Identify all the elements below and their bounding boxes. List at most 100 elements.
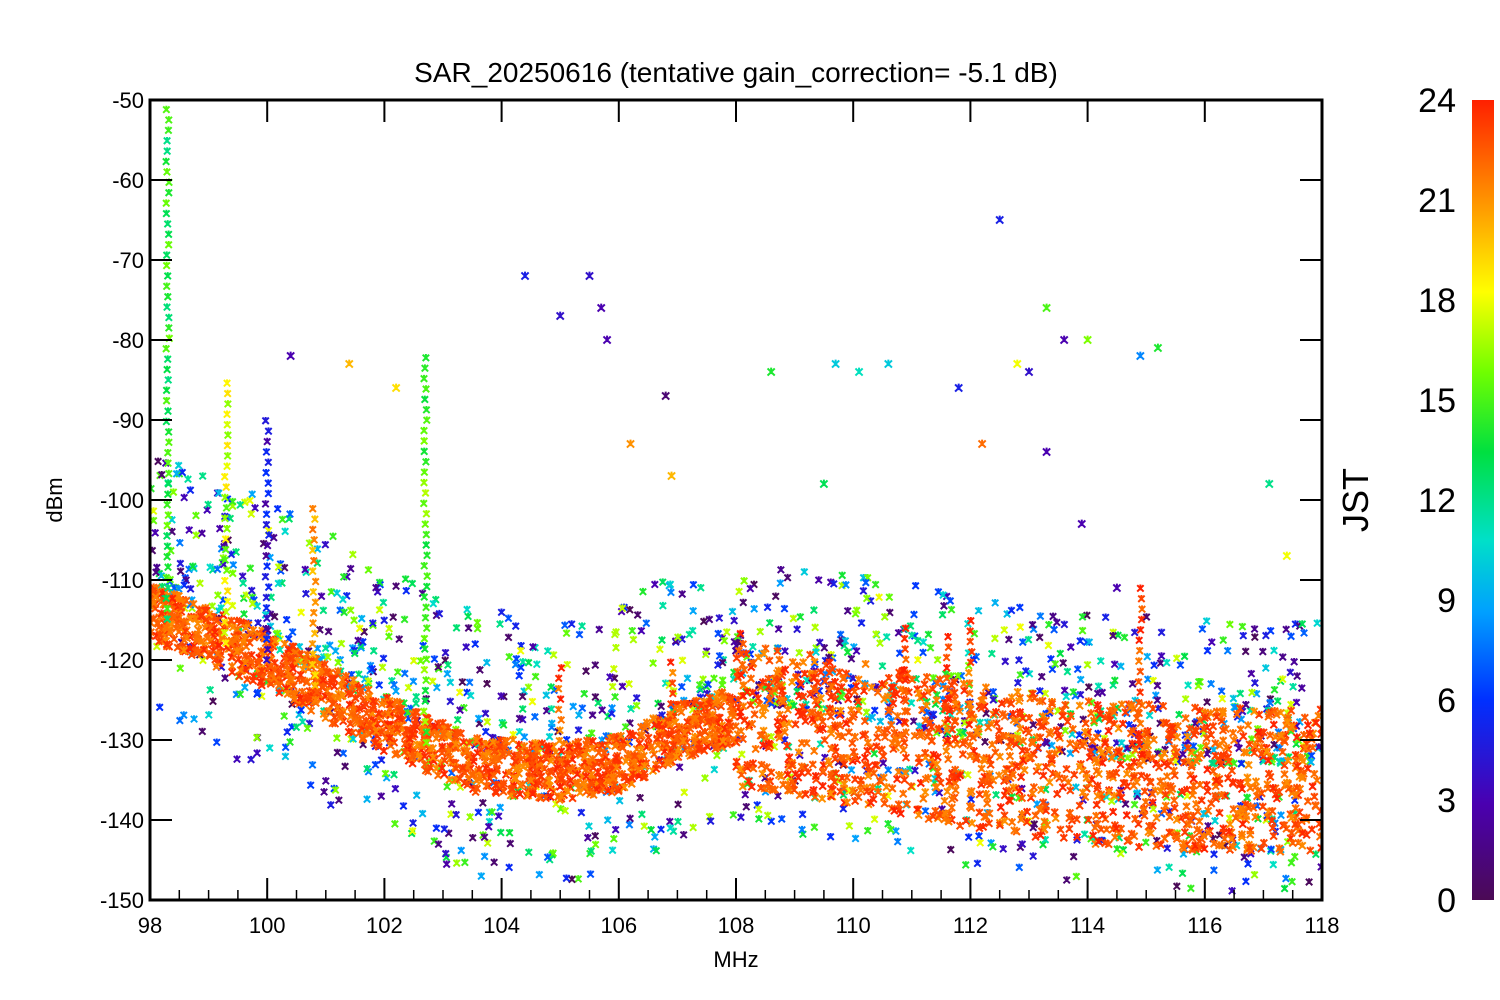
background-point <box>392 582 400 591</box>
background-point <box>1153 696 1162 705</box>
floor-point <box>820 736 829 745</box>
floor-point <box>985 780 995 789</box>
background-point <box>545 732 554 741</box>
background-point <box>375 606 384 614</box>
spike-point <box>1135 646 1144 655</box>
floor-point <box>1269 832 1278 841</box>
floor-point <box>981 789 991 799</box>
floor-point <box>1047 699 1057 709</box>
floor-point <box>1224 774 1233 783</box>
background-point <box>393 668 402 677</box>
spike-point <box>163 448 172 457</box>
floor-point <box>258 629 267 638</box>
floor-point <box>1208 722 1218 731</box>
floor-point <box>887 683 896 692</box>
background-point <box>327 588 336 596</box>
spike-point <box>162 344 171 353</box>
floor-point <box>1287 813 1296 823</box>
background-point <box>542 706 551 715</box>
floor-point <box>1144 700 1154 709</box>
background-point <box>1116 662 1125 671</box>
background-point <box>872 630 880 639</box>
spike-point <box>223 389 232 398</box>
background-point <box>1261 631 1270 640</box>
background-point <box>442 860 451 869</box>
background-point <box>1287 632 1295 641</box>
background-point <box>580 689 589 698</box>
background-point <box>562 874 571 883</box>
floor-point <box>951 765 960 774</box>
background-point <box>861 578 870 587</box>
background-point <box>379 654 388 663</box>
floor-point <box>196 612 206 621</box>
background-point <box>810 606 818 615</box>
background-point <box>728 607 737 616</box>
floor-point <box>580 782 589 791</box>
background-point <box>696 583 705 592</box>
floor-point <box>765 695 774 705</box>
background-point <box>647 826 656 834</box>
floor-point <box>996 803 1005 812</box>
floor-point <box>275 688 284 697</box>
floor-point <box>900 775 909 785</box>
x-tick-label: 100 <box>249 913 286 938</box>
floor-point <box>1117 700 1126 709</box>
background-point <box>814 576 823 585</box>
background-point <box>466 813 475 821</box>
background-point <box>632 694 641 702</box>
floor-point <box>842 773 852 782</box>
floor-point <box>1035 697 1044 706</box>
background-point <box>1156 659 1165 668</box>
spike-point <box>421 457 430 466</box>
colorbar-tick-label: 12 <box>1418 482 1456 520</box>
background-point <box>989 696 998 704</box>
background-point <box>776 565 785 574</box>
background-point <box>1250 625 1259 634</box>
background-point <box>929 674 938 682</box>
spike-point <box>420 374 428 383</box>
spike-point <box>1135 636 1144 645</box>
background-point <box>595 625 604 634</box>
background-point <box>574 726 583 735</box>
background-point <box>308 761 317 769</box>
floor-point <box>750 710 759 719</box>
background-point <box>369 647 378 655</box>
spike-point <box>162 251 171 260</box>
spike-point <box>311 598 320 607</box>
background-point <box>499 721 508 729</box>
background-point <box>155 703 164 712</box>
background-point <box>474 808 483 817</box>
floor-point <box>961 816 971 826</box>
spike-point <box>308 525 317 534</box>
background-point <box>987 649 996 658</box>
spike-point <box>163 365 172 374</box>
floor-point <box>1297 754 1307 763</box>
background-point <box>1219 636 1228 645</box>
background-point <box>368 665 376 673</box>
floor-point <box>1202 780 1211 790</box>
floor-point <box>867 683 876 692</box>
background-point <box>884 766 893 775</box>
floor-point <box>797 768 806 777</box>
floor-point <box>1062 765 1071 774</box>
floor-point <box>787 678 797 687</box>
background-point <box>695 681 704 689</box>
background-point <box>240 498 249 507</box>
spike-point <box>261 500 270 508</box>
floor-point <box>302 678 311 687</box>
background-point <box>913 656 922 664</box>
floor-point <box>856 786 865 795</box>
background-point <box>198 529 206 538</box>
floor-point <box>888 784 897 793</box>
y-tick-label: -50 <box>112 88 144 113</box>
floor-point <box>679 699 688 708</box>
spike-point <box>162 386 171 395</box>
background-point <box>893 837 902 846</box>
background-point <box>582 667 590 676</box>
background-point <box>710 674 718 683</box>
background-point <box>306 781 315 790</box>
floor-point <box>1022 807 1032 817</box>
spike-point <box>164 313 173 322</box>
background-point <box>1223 646 1232 655</box>
background-point <box>562 629 571 638</box>
